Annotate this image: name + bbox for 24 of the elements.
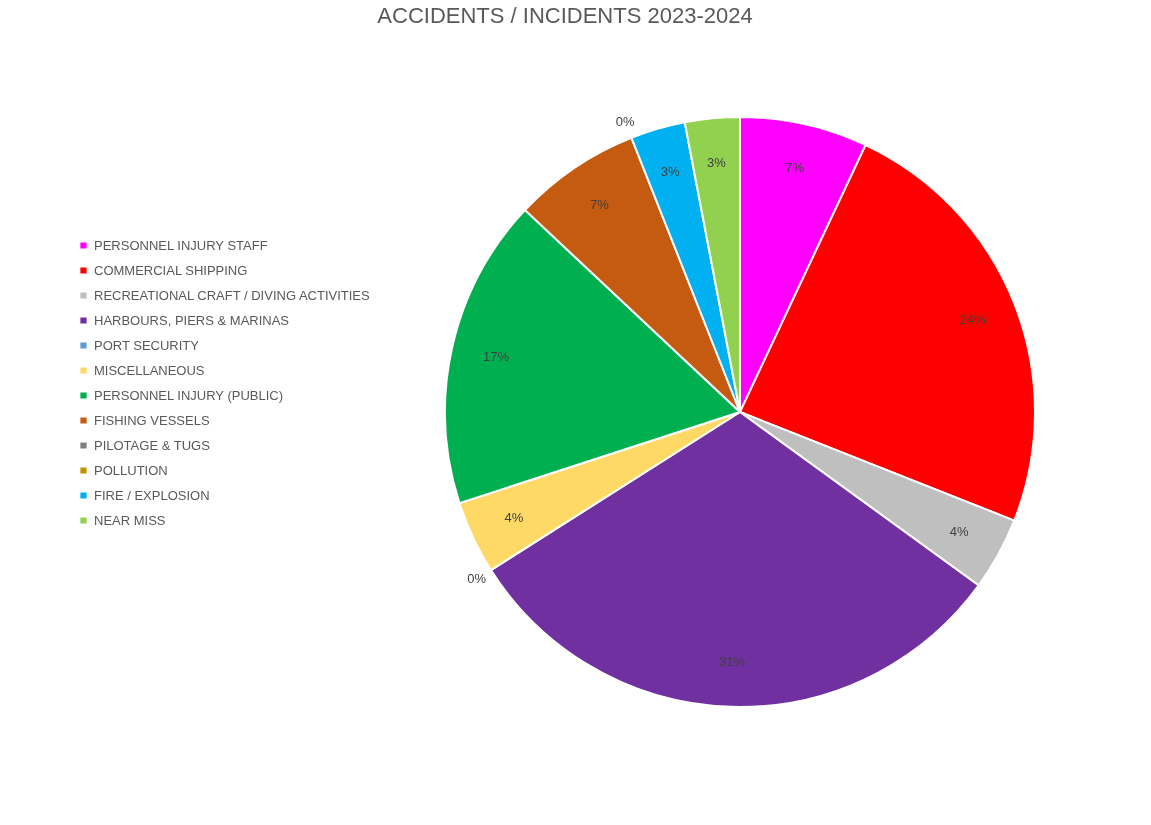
legend-label: POLLUTION: [94, 462, 168, 478]
text: 0%: [615, 113, 635, 129]
legend-label: MISCELLANEOUS: [94, 362, 205, 378]
legend-label: PERSONNEL INJURY STAFF: [94, 237, 268, 253]
data-label: 31%: [719, 653, 746, 669]
text: 0%: [467, 571, 486, 587]
legend-label: PORT SECURITY: [94, 337, 200, 353]
data-label: 7%: [590, 197, 610, 213]
data-label: 4%: [949, 524, 969, 540]
legend-label: HARBOURS, PIERS & MARINAS: [94, 312, 290, 328]
legend-label: RECREATIONAL CRAFT / DIVING ACTIVITIES: [94, 287, 371, 303]
legend-label: COMMERCIAL SHIPPING: [94, 262, 248, 278]
data-label: 24%: [959, 311, 986, 327]
legend-label: FIRE / EXPLOSION: [94, 487, 210, 503]
data-label: 7%: [785, 160, 805, 176]
data-label: 3%: [707, 155, 727, 171]
legend-label: FISHING VESSELS: [94, 412, 210, 428]
legend-label: NEAR MISS: [94, 512, 166, 528]
data-label: 4%: [504, 510, 524, 526]
data-label: 17%: [483, 349, 510, 365]
legend-label: PILOTAGE & TUGS: [94, 437, 211, 453]
legend-label: PERSONNEL INJURY (PUBLIC): [94, 387, 284, 403]
data-label: 3%: [660, 163, 681, 179]
chart-title: ACCIDENTS / INCIDENTS 2023-2024: [377, 3, 753, 28]
